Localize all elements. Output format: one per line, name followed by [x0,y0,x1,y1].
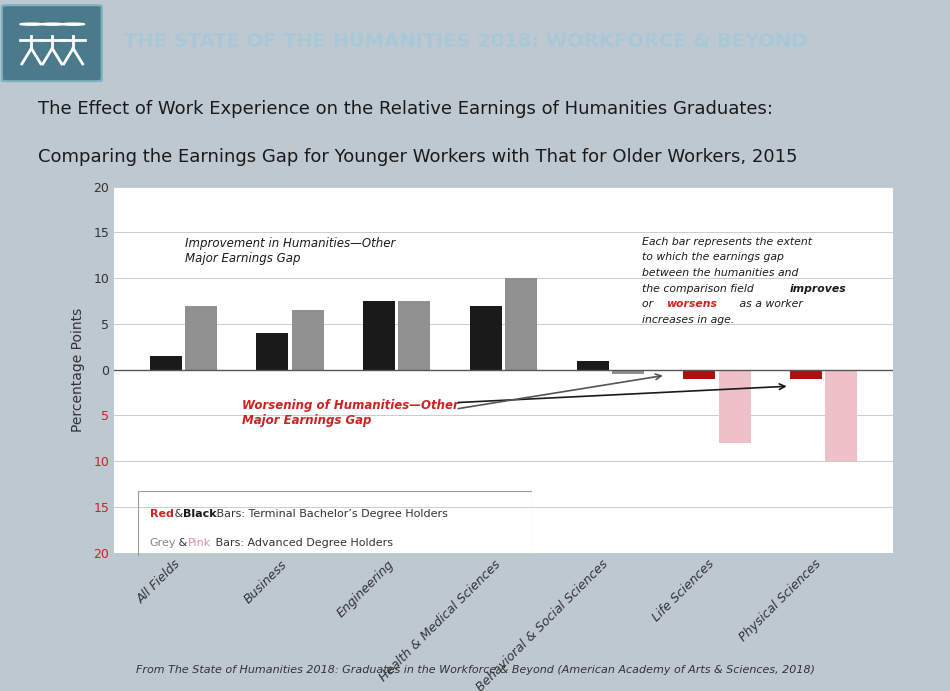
Bar [790,370,822,379]
Text: Grey: Grey [149,538,176,548]
Bar [292,310,324,370]
Text: or: or [642,299,656,309]
Text: as a worker: as a worker [736,299,803,309]
Bar [612,370,644,375]
Bar [256,333,289,370]
Circle shape [20,23,43,26]
Text: &: & [171,509,187,519]
Text: Comparing the Earnings Gap for Younger Workers with That for Older Workers, 2015: Comparing the Earnings Gap for Younger W… [38,148,797,166]
Bar [505,278,537,370]
Text: The Effect of Work Experience on the Relative Earnings of Humanities Graduates:: The Effect of Work Experience on the Rel… [38,100,773,118]
Text: Bars: Terminal Bachelor’s Degree Holders: Bars: Terminal Bachelor’s Degree Holders [213,509,447,519]
Bar [470,305,502,370]
Text: to which the earnings gap: to which the earnings gap [642,252,784,263]
Text: THE STATE OF THE HUMANITIES 2018: WORKFORCE & BEYOND: THE STATE OF THE HUMANITIES 2018: WORKFO… [124,32,807,51]
Bar [683,370,715,379]
Text: Worsening of Humanities—Other
Major Earnings Gap: Worsening of Humanities—Other Major Earn… [242,399,459,427]
Text: Black: Black [183,509,217,519]
Text: the comparison field: the comparison field [642,283,757,294]
Circle shape [62,23,85,26]
Text: increases in age.: increases in age. [642,314,734,325]
Bar [398,301,430,370]
Text: Red: Red [149,509,174,519]
Text: Improvement in Humanities—Other
Major Earnings Gap: Improvement in Humanities—Other Major Ea… [185,237,396,265]
Bar [150,356,181,370]
FancyBboxPatch shape [2,6,102,82]
Circle shape [41,23,64,26]
Text: between the humanities and: between the humanities and [642,268,799,278]
Y-axis label: Percentage Points: Percentage Points [71,307,85,432]
Text: Pink: Pink [188,538,212,548]
Text: &: & [175,538,191,548]
Text: improves: improves [789,283,846,294]
Text: From The State of Humanities 2018: Graduates in the Workforce & Beyond (American: From The State of Humanities 2018: Gradu… [136,665,814,675]
Bar [826,370,857,462]
Text: Bars: Advanced Degree Holders: Bars: Advanced Degree Holders [212,538,393,548]
Text: Each bar represents the extent: Each bar represents the extent [642,237,812,247]
Bar [718,370,751,443]
Text: worsens: worsens [666,299,716,309]
Bar [185,305,217,370]
Bar [577,361,609,370]
Bar [363,301,395,370]
